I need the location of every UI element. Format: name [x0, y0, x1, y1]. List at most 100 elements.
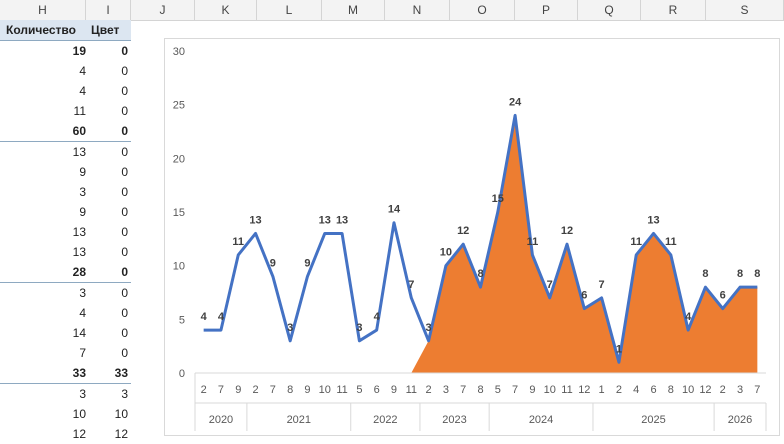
x-tick-label: 9 — [304, 384, 310, 396]
color-cell[interactable]: 0 — [121, 326, 128, 340]
quantity-cell[interactable]: 4 — [79, 306, 86, 320]
column-header-m[interactable]: M — [322, 0, 385, 20]
color-cell[interactable]: 33 — [114, 366, 128, 380]
data-label: 6 — [720, 290, 726, 302]
quantity-cell[interactable]: 3 — [79, 387, 86, 401]
table-row[interactable]: 10 10 — [0, 404, 131, 424]
column-header-p[interactable]: P — [515, 0, 578, 20]
x-tick-label: 11 — [406, 384, 417, 396]
data-label: 13 — [336, 214, 348, 226]
table-row[interactable]: 13 0 — [0, 141, 131, 162]
color-cell[interactable]: 0 — [121, 346, 128, 360]
quantity-cell[interactable]: 4 — [79, 84, 86, 98]
quantity-cell[interactable]: 4 — [79, 64, 86, 78]
quantity-cell[interactable]: 9 — [79, 205, 86, 219]
color-cell[interactable]: 0 — [121, 245, 128, 259]
column-header-q[interactable]: Q — [578, 0, 641, 20]
data-label: 12 — [561, 225, 573, 237]
color-cell[interactable]: 0 — [121, 225, 128, 239]
color-cell[interactable]: 0 — [121, 265, 128, 279]
table-row[interactable]: 28 0 — [0, 262, 131, 282]
quantity-cell[interactable]: 3 — [79, 286, 86, 300]
color-cell[interactable]: 10 — [114, 407, 128, 421]
quantity-cell[interactable]: 10 — [72, 407, 86, 421]
column-header-j[interactable]: J — [131, 0, 195, 20]
line-series — [203, 113, 758, 364]
quantity-cell[interactable]: 28 — [72, 265, 86, 279]
quantity-cell[interactable]: 13 — [72, 225, 86, 239]
data-label: 4 — [201, 311, 208, 323]
data-label: 11 — [527, 236, 539, 248]
color-cell[interactable]: 12 — [114, 427, 128, 441]
quantity-cell[interactable]: 11 — [73, 104, 86, 118]
column-header-k[interactable]: K — [195, 0, 257, 20]
color-cell[interactable]: 3 — [121, 387, 128, 401]
table-row[interactable]: 13 0 — [0, 242, 131, 262]
table-row[interactable]: 11 0 — [0, 101, 131, 121]
color-cell[interactable]: 0 — [121, 64, 128, 78]
data-label: 1 — [616, 343, 622, 355]
column-header-i[interactable]: I — [86, 0, 131, 20]
table-row[interactable]: 12 12 — [0, 424, 131, 444]
quantity-cell[interactable]: 19 — [72, 44, 86, 58]
quantity-cell[interactable]: 60 — [72, 124, 86, 138]
quantity-cell[interactable]: 13 — [72, 245, 86, 259]
year-label: 2020 — [209, 414, 233, 426]
x-tick-label: 5 — [495, 384, 501, 396]
table-row[interactable]: 60 0 — [0, 121, 131, 141]
color-cell[interactable]: 0 — [121, 286, 128, 300]
color-cell[interactable]: 0 — [121, 84, 128, 98]
data-label: 13 — [319, 214, 331, 226]
data-label: 7 — [599, 279, 605, 291]
quantity-header[interactable]: Количество — [6, 23, 76, 37]
quantity-cell[interactable]: 3 — [79, 185, 86, 199]
color-cell[interactable]: 0 — [121, 165, 128, 179]
x-tick-label: 6 — [650, 384, 656, 396]
quantity-cell[interactable]: 7 — [79, 346, 86, 360]
column-header-o[interactable]: O — [450, 0, 515, 20]
table-row[interactable]: 33 33 — [0, 363, 131, 383]
column-header-h[interactable]: H — [0, 0, 86, 20]
column-header-n[interactable]: N — [385, 0, 450, 20]
data-label: 8 — [702, 268, 708, 280]
color-cell[interactable]: 0 — [121, 205, 128, 219]
y-tick-label: 5 — [179, 314, 185, 326]
year-label: 2021 — [287, 414, 311, 426]
data-label: 9 — [304, 257, 310, 269]
chart-area[interactable]: 0 5 10 15 20 25 30 4 4 11 13 9 3 9 13 13 3 4 14 7 3 10 12 8 15 24… — [164, 38, 780, 436]
data-label: 13 — [647, 214, 659, 226]
column-header-l[interactable]: L — [257, 0, 322, 20]
quantity-cell[interactable]: 13 — [72, 145, 86, 159]
color-cell[interactable]: 0 — [121, 145, 128, 159]
quantity-cell[interactable]: 9 — [79, 165, 86, 179]
quantity-cell[interactable]: 14 — [72, 326, 86, 340]
quantity-cell[interactable]: 33 — [72, 366, 86, 380]
color-cell[interactable]: 0 — [121, 44, 128, 58]
x-tick-label: 2 — [252, 384, 258, 396]
color-cell[interactable]: 0 — [121, 124, 128, 138]
y-tick-label: 10 — [173, 261, 185, 273]
data-label: 3 — [287, 322, 293, 334]
data-label: 11 — [630, 236, 642, 248]
color-cell[interactable]: 0 — [121, 306, 128, 320]
color-cell[interactable]: 0 — [121, 104, 128, 118]
column-header-s[interactable]: S — [706, 0, 784, 20]
column-header-r[interactable]: R — [641, 0, 706, 20]
color-header[interactable]: Цвет — [91, 23, 120, 37]
table-row[interactable]: 13 0 — [0, 222, 131, 242]
quantity-cell[interactable]: 12 — [72, 427, 86, 441]
table-row[interactable]: 14 0 — [0, 323, 131, 343]
color-cell[interactable]: 0 — [121, 185, 128, 199]
year-label: 2025 — [641, 414, 665, 426]
x-tick-label: 12 — [699, 384, 711, 396]
table-row[interactable]: 19 0 — [0, 41, 131, 61]
